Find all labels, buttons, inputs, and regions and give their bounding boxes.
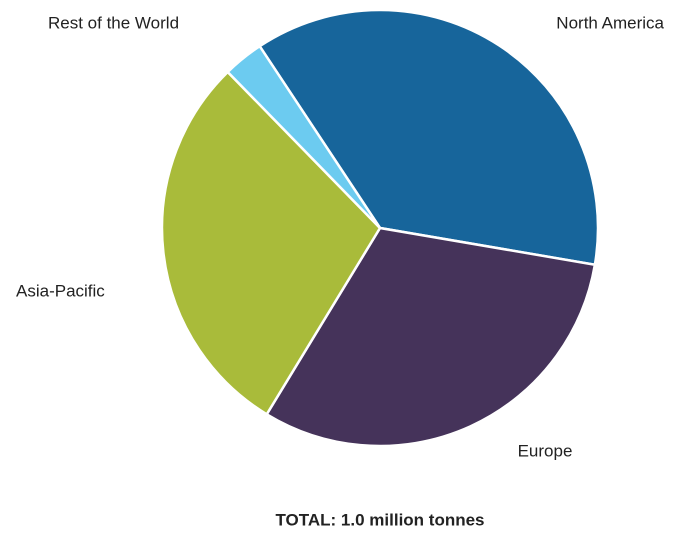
pie-slice [225,44,382,229]
pie-slice [160,70,382,416]
slice-label: North America [556,13,664,32]
slice-label: Asia-Pacific [16,281,105,300]
pie-slice [265,226,597,448]
pie-slice [257,8,600,267]
slice-label: Europe [518,441,573,460]
slice-label: Rest of the World [48,13,179,32]
chart-title: TOTAL: 1.0 million tonnes [275,510,484,529]
